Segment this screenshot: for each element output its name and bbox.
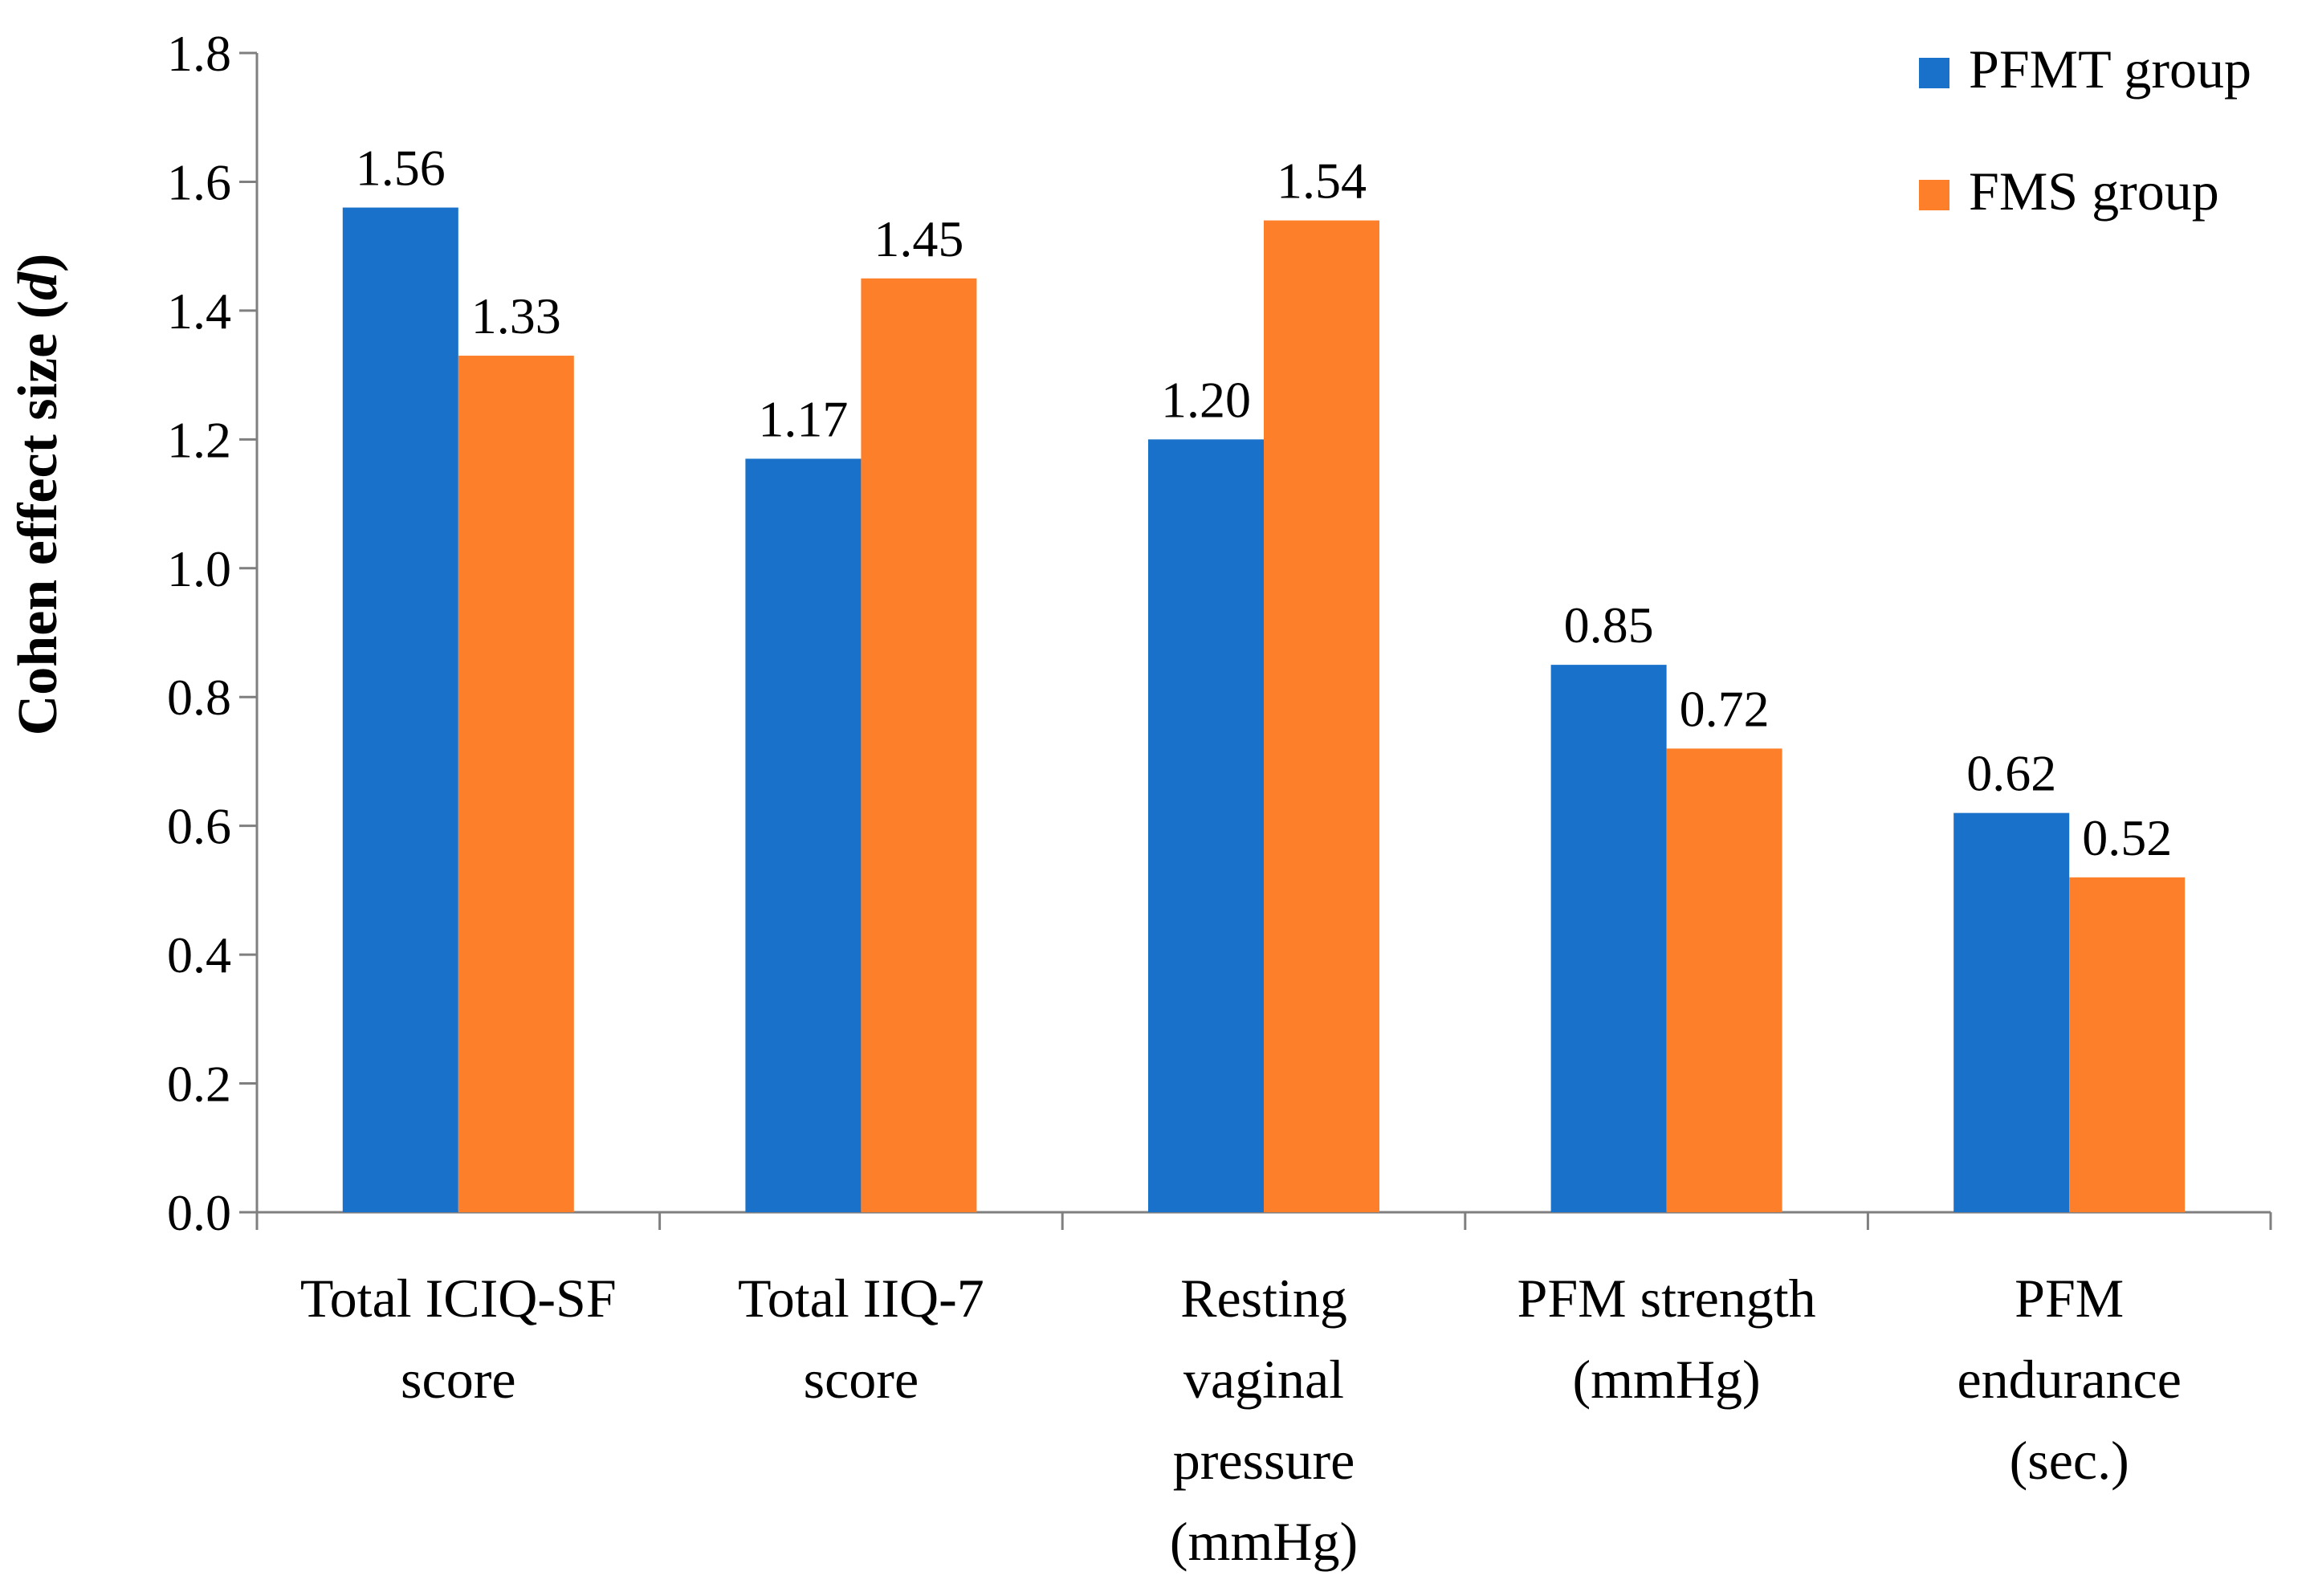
- y-tick-label: 0.2: [167, 1056, 231, 1113]
- data-label: 1.20: [1161, 371, 1251, 428]
- bars: [342, 207, 2186, 1213]
- y-axis-title: Cohen effect size (d): [7, 254, 69, 736]
- data-label: 0.62: [1966, 745, 2056, 802]
- data-label: 1.45: [874, 210, 963, 267]
- y-tick-label: 1.8: [167, 25, 231, 82]
- category-label: score: [804, 1349, 919, 1410]
- category-label: Total ICIQ-SF: [300, 1268, 617, 1329]
- data-label: 0.72: [1680, 680, 1770, 737]
- bar-pfmt: [342, 207, 458, 1212]
- category-label: (mmHg): [1573, 1349, 1761, 1410]
- y-tick-label: 0.6: [167, 798, 231, 855]
- data-label: 0.85: [1564, 596, 1654, 653]
- y-tick-label: 0.0: [167, 1184, 231, 1241]
- bar-fms: [861, 278, 977, 1212]
- category-label: PFM strength: [1518, 1268, 1816, 1329]
- y-axis-title-variable: d: [7, 271, 69, 300]
- category-label: pressure: [1173, 1430, 1355, 1491]
- axes: 0.0 0.2 0.4 0.6 0.8 1.0 1.2 1.4 1.6 1.8: [167, 25, 2272, 1241]
- legend-swatch: [1919, 58, 1949, 88]
- bar-pfmt: [1953, 812, 2070, 1212]
- y-axis-title-text: Cohen effect size: [7, 333, 69, 735]
- category-label: PFM: [2015, 1268, 2124, 1329]
- category-label: Total IIQ-7: [738, 1268, 984, 1329]
- bar-pfmt: [1148, 439, 1264, 1212]
- legend-label: FMS group: [1969, 161, 2219, 222]
- bar-fms: [1666, 748, 1782, 1212]
- y-tick-label: 1.4: [167, 283, 231, 340]
- bar-fms: [458, 356, 574, 1212]
- category-label: Resting: [1180, 1268, 1347, 1329]
- data-label: 0.52: [2082, 809, 2172, 866]
- category-label: (mmHg): [1170, 1511, 1358, 1572]
- y-tick-label: 1.6: [167, 153, 231, 210]
- data-labels: 1.56 1.33 1.17 1.45 1.20 1.54 0.85 0.72 0.62 0.52: [356, 140, 2172, 866]
- category-label: vaginal: [1183, 1349, 1344, 1410]
- legend-swatch: [1919, 180, 1949, 210]
- legend-label: PFMT group: [1969, 39, 2251, 100]
- legend: PFMT group FMS group: [1919, 39, 2251, 222]
- data-label: 1.54: [1277, 153, 1367, 210]
- y-tick-label: 1.2: [167, 411, 231, 468]
- data-label: 1.33: [471, 287, 561, 344]
- bar-pfmt: [1550, 665, 1667, 1212]
- bar-pfmt: [745, 458, 862, 1212]
- category-labels: Total ICIQ-SF score Total IIQ-7 score Restin…: [300, 1268, 2182, 1572]
- y-tick-label: 0.8: [167, 669, 231, 726]
- category-label: score: [401, 1349, 515, 1410]
- category-label: endurance: [1958, 1349, 2182, 1410]
- data-label: 1.17: [758, 390, 848, 447]
- category-label: (sec.): [2010, 1430, 2129, 1491]
- bar-fms: [2069, 877, 2186, 1212]
- y-tick-label: 0.4: [167, 926, 231, 983]
- bar-fms: [1264, 220, 1379, 1213]
- data-label: 1.56: [356, 140, 446, 197]
- y-tick-label: 1.0: [167, 540, 231, 597]
